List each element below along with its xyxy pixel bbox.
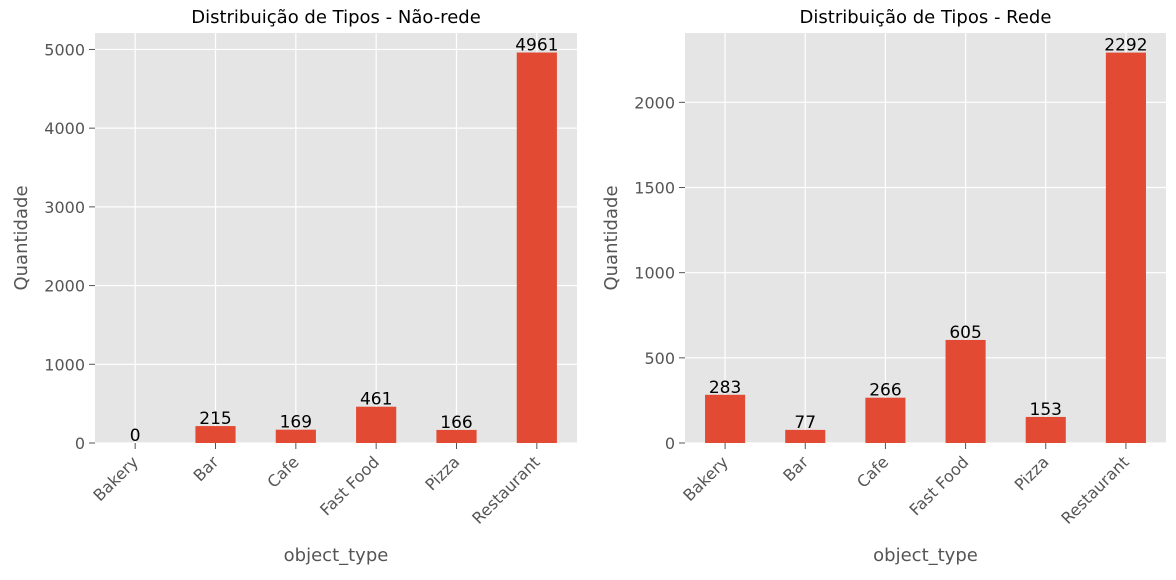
y-tick-label: 0 xyxy=(665,434,675,453)
x-tick-label: Bakery xyxy=(89,452,142,505)
bar-fast-food xyxy=(945,339,986,443)
chart-title: Distribuição de Tipos - Não-rede xyxy=(191,7,481,28)
x-tick-label: Bakery xyxy=(679,452,732,505)
data-label: 283 xyxy=(709,378,741,398)
bar-cafe xyxy=(275,429,316,443)
y-tick-label: 4000 xyxy=(44,119,85,138)
y-tick-label: 3000 xyxy=(44,198,85,217)
x-tick-label: Cafe xyxy=(263,452,302,491)
chart-panel-chain: 0 500 1000 1500 2000 Bakery Bar Cafe Fast Food Pi… xyxy=(601,7,1166,566)
x-axis-label: object_type xyxy=(284,545,389,566)
bar-bakery xyxy=(705,394,746,443)
x-tick-label: Pizza xyxy=(1011,452,1053,494)
data-label: 215 xyxy=(199,409,231,429)
x-tick-label: Cafe xyxy=(853,452,892,491)
data-label: 77 xyxy=(794,413,816,433)
x-tick-label: Pizza xyxy=(421,452,463,494)
y-tick-label: 500 xyxy=(644,349,675,368)
data-label: 169 xyxy=(280,413,312,433)
y-tick-label: 0 xyxy=(75,434,85,453)
data-label: 2292 xyxy=(1104,36,1147,56)
y-tick-label: 1000 xyxy=(634,264,675,283)
x-tick-label: Fast Food xyxy=(906,452,973,519)
y-axis-label: Quantidade xyxy=(11,185,32,290)
bar-restaurant xyxy=(516,52,557,444)
x-axis-label: object_type xyxy=(873,545,978,566)
bar-pizza xyxy=(1025,416,1066,443)
y-tick-label: 1000 xyxy=(44,355,85,374)
data-label: 4961 xyxy=(515,36,558,56)
data-label: 461 xyxy=(360,390,392,410)
y-axis-label: Quantidade xyxy=(601,185,622,290)
x-tick-label: Restaurant xyxy=(468,452,543,527)
y-tick-label: 1500 xyxy=(634,178,675,197)
data-label: 166 xyxy=(440,413,472,433)
bar-restaurant xyxy=(1105,52,1146,444)
y-tick-label: 5000 xyxy=(44,40,85,59)
data-label: 605 xyxy=(949,323,981,343)
plot-area xyxy=(95,33,577,443)
x-tick-label: Restaurant xyxy=(1057,452,1132,527)
data-label: 266 xyxy=(869,381,901,401)
data-label: 0 xyxy=(130,426,141,446)
bar-fast-food xyxy=(356,406,397,443)
x-tick-label: Bar xyxy=(779,452,812,485)
bar-bar xyxy=(195,426,236,443)
x-tick-label: Bar xyxy=(190,452,223,485)
chart-panel-non-chain: 0 1000 2000 3000 4000 5000 Bakery Bar Cafe Fast F… xyxy=(11,7,577,566)
bar-pizza xyxy=(436,429,477,443)
x-tick-label: Fast Food xyxy=(316,452,383,519)
data-label: 153 xyxy=(1030,400,1062,420)
chart-title: Distribuição de Tipos - Rede xyxy=(800,7,1052,28)
y-tick-label: 2000 xyxy=(634,93,675,112)
y-tick-label: 2000 xyxy=(44,277,85,296)
bar-cafe xyxy=(865,397,906,443)
bar-bar xyxy=(785,429,826,443)
plot-area xyxy=(685,33,1166,443)
